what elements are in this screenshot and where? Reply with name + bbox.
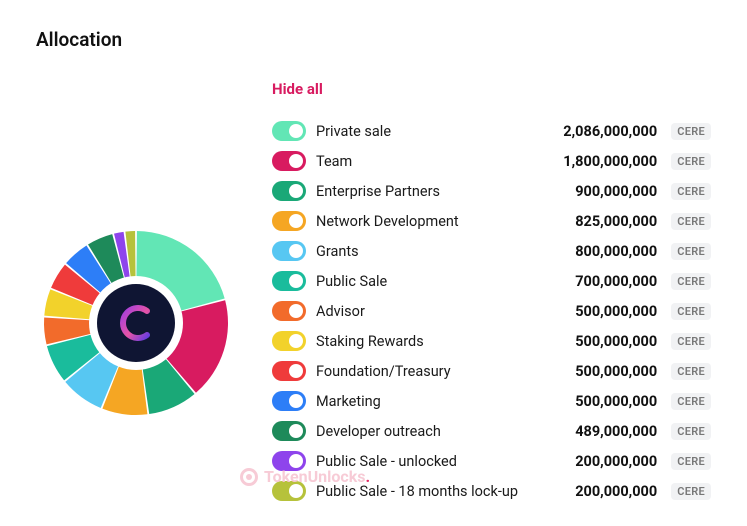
allocation-amount: 825,000,000 (575, 213, 657, 230)
allocation-toggle[interactable] (272, 391, 306, 411)
ticker-badge: CERE (671, 243, 711, 260)
allocation-toggle[interactable] (272, 451, 306, 471)
allocation-toggle[interactable] (272, 301, 306, 321)
ticker-badge: CERE (671, 333, 711, 350)
allocation-amount: 2,086,000,000 (563, 123, 657, 140)
allocation-amount: 1,800,000,000 (563, 153, 657, 170)
allocation-toggle[interactable] (272, 331, 306, 351)
allocation-label: Enterprise Partners (316, 183, 565, 200)
allocation-amount: 200,000,000 (575, 453, 657, 470)
allocation-amount: 800,000,000 (575, 243, 657, 260)
allocation-row: Private sale 2,086,000,000 CERE (272, 116, 711, 146)
allocation-label: Public Sale (316, 273, 565, 290)
page-title: Allocation (36, 28, 711, 51)
ticker-badge: CERE (671, 363, 711, 380)
allocation-row: Advisor 500,000,000 CERE (272, 296, 711, 326)
allocation-amount: 200,000,000 (575, 483, 657, 500)
allocation-row: Foundation/Treasury 500,000,000 CERE (272, 356, 711, 386)
allocation-toggle[interactable] (272, 421, 306, 441)
allocation-donut-chart (41, 228, 231, 418)
ticker-badge: CERE (671, 453, 711, 470)
allocation-amount: 500,000,000 (575, 363, 657, 380)
allocation-toggle[interactable] (272, 271, 306, 291)
allocation-amount: 489,000,000 (575, 423, 657, 440)
allocation-label: Advisor (316, 303, 565, 320)
ticker-badge: CERE (671, 183, 711, 200)
ticker-badge: CERE (671, 273, 711, 290)
allocation-row: Team 1,800,000,000 CERE (272, 146, 711, 176)
allocation-row: Marketing 500,000,000 CERE (272, 386, 711, 416)
ticker-badge: CERE (671, 423, 711, 440)
ticker-badge: CERE (671, 153, 711, 170)
allocation-amount: 500,000,000 (575, 303, 657, 320)
ticker-badge: CERE (671, 213, 711, 230)
allocation-label: Marketing (316, 393, 565, 410)
allocation-amount: 900,000,000 (575, 183, 657, 200)
allocation-label: Foundation/Treasury (316, 363, 565, 380)
allocation-row: Developer outreach 489,000,000 CERE (272, 416, 711, 446)
allocation-label: Public Sale - unlocked (316, 453, 565, 470)
ticker-badge: CERE (671, 393, 711, 410)
allocation-row: Public Sale 700,000,000 CERE (272, 266, 711, 296)
allocation-toggle[interactable] (272, 181, 306, 201)
allocation-label: Developer outreach (316, 423, 565, 440)
ticker-badge: CERE (671, 483, 711, 500)
allocation-label: Team (316, 153, 553, 170)
allocation-label: Grants (316, 243, 565, 260)
ticker-badge: CERE (671, 123, 711, 140)
allocation-toggle[interactable] (272, 481, 306, 501)
allocation-toggle[interactable] (272, 121, 306, 141)
allocation-label: Private sale (316, 123, 553, 140)
allocation-row: Network Development 825,000,000 CERE (272, 206, 711, 236)
ticker-badge: CERE (671, 303, 711, 320)
allocation-toggle[interactable] (272, 151, 306, 171)
hide-all-button[interactable]: Hide all (272, 80, 323, 98)
allocation-label: Network Development (316, 213, 565, 230)
allocation-row: Staking Rewards 500,000,000 CERE (272, 326, 711, 356)
allocation-label: Public Sale - 18 months lock-up (316, 483, 565, 500)
allocation-row: Public Sale - unlocked 200,000,000 CERE (272, 446, 711, 476)
allocation-row: Grants 800,000,000 CERE (272, 236, 711, 266)
allocation-toggle[interactable] (272, 211, 306, 231)
allocation-list: Private sale 2,086,000,000 CERE Team 1,800,0… (272, 116, 711, 506)
allocation-row: Public Sale - 18 months lock-up 200,000,0… (272, 476, 711, 506)
allocation-label: Staking Rewards (316, 333, 565, 350)
allocation-amount: 500,000,000 (575, 333, 657, 350)
allocation-toggle[interactable] (272, 241, 306, 261)
allocation-row: Enterprise Partners 900,000,000 CERE (272, 176, 711, 206)
allocation-amount: 500,000,000 (575, 393, 657, 410)
allocation-toggle[interactable] (272, 361, 306, 381)
allocation-amount: 700,000,000 (575, 273, 657, 290)
token-logo (97, 284, 175, 362)
